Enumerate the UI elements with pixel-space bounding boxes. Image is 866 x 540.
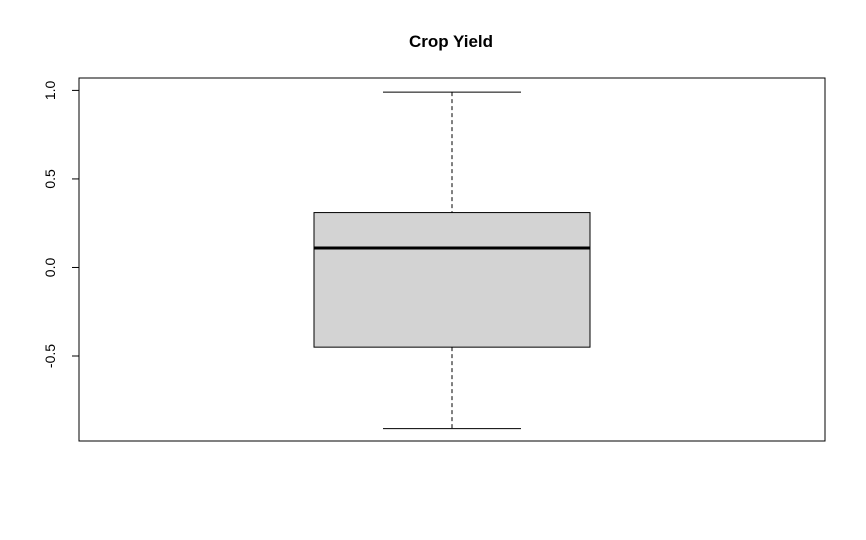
box-group [313, 91, 591, 430]
y-axis: -0.5 0.0 0.5 1.0 [42, 80, 80, 368]
chart-title: Crop Yield [409, 32, 493, 51]
y-tick-label-0: -0.5 [42, 344, 58, 368]
y-tick-label-1: 0.0 [42, 258, 58, 278]
y-tick-label-2: 0.5 [42, 169, 58, 189]
y-tick-label-3: 1.0 [42, 80, 58, 100]
interquartile-box [313, 212, 591, 348]
